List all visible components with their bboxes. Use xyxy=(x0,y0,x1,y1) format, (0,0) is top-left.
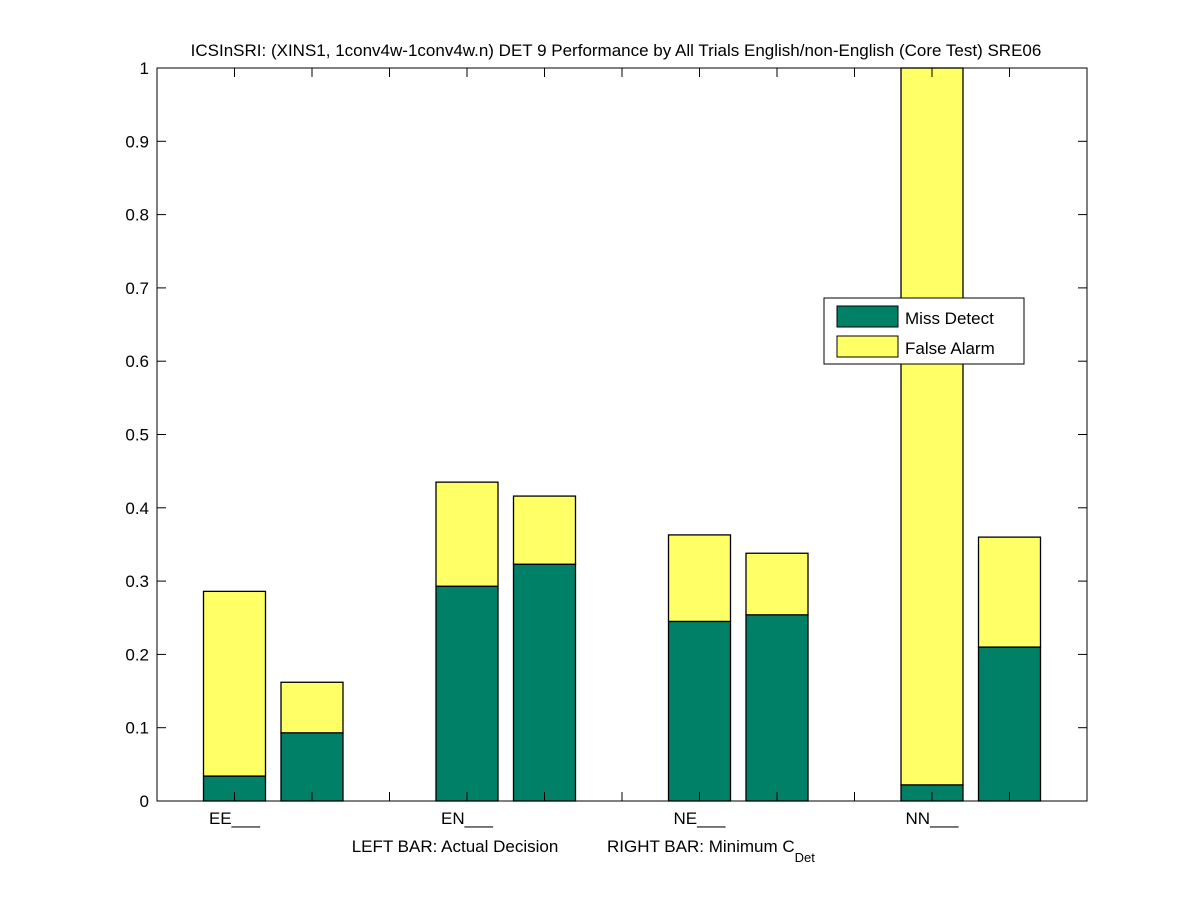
legend: Miss Detect False Alarm xyxy=(823,297,1025,365)
bar-ne-right-false-alarm xyxy=(745,552,809,616)
y-tick-label: 0.3 xyxy=(125,572,149,591)
bar-nn-right-miss-detect xyxy=(977,646,1042,802)
y-tick-label: 0.6 xyxy=(125,352,149,371)
legend-swatch-false-alarm xyxy=(836,335,899,358)
x-axis-label-right-subscript: Det xyxy=(795,850,816,865)
x-tick-label: NN___ xyxy=(906,809,959,828)
x-tick-labels: EE___ EN___ NE___ NN___ xyxy=(209,809,959,828)
y-tick-label: 0.1 xyxy=(125,719,149,738)
bar-en-right-miss-detect xyxy=(512,563,577,802)
axes-layer xyxy=(156,67,1088,802)
bar-ee-right-miss-detect xyxy=(280,732,344,802)
x-axis-label-right-main: RIGHT BAR: Minimum C xyxy=(607,837,795,856)
x-tick-label: EE___ xyxy=(209,809,261,828)
y-tick-label: 0.5 xyxy=(125,426,149,445)
bar-ee-right-false-alarm xyxy=(280,681,344,734)
x-tick-label: EN___ xyxy=(441,809,494,828)
bar-ee-left-false-alarm xyxy=(202,590,267,777)
y-tick-label: 0.9 xyxy=(125,132,149,151)
y-tick-label: 0.7 xyxy=(125,279,149,298)
bar-ne-left-miss-detect xyxy=(667,620,732,802)
legend-label-miss-detect: Miss Detect xyxy=(905,309,994,328)
y-tick-labels: 0 0.1 0.2 0.3 0.4 0.5 0.6 0.7 0.8 0.9 1 xyxy=(125,59,149,811)
chart-title: ICSInSRI: (XINS1, 1conv4w-1conv4w.n) DET… xyxy=(191,41,1042,60)
bars-layer xyxy=(202,67,1042,802)
x-tick-label: NE___ xyxy=(674,809,727,828)
bar-en-left-false-alarm xyxy=(435,481,499,587)
bar-nn-left-false-alarm xyxy=(900,67,964,786)
x-axis-label-right: RIGHT BAR: Minimum CDet xyxy=(607,837,815,865)
y-tick-label: 0 xyxy=(140,792,149,811)
bar-nn-right-false-alarm xyxy=(977,536,1042,648)
bar-en-right-false-alarm xyxy=(512,495,577,565)
legend-swatch-miss-detect xyxy=(836,305,899,328)
legend-label-false-alarm: False Alarm xyxy=(905,339,995,358)
y-tick-label: 0.8 xyxy=(125,206,149,225)
y-tick-label: 0.2 xyxy=(125,645,149,664)
y-tick-label: 0.4 xyxy=(125,499,149,518)
x-axis-label-left: LEFT BAR: Actual Decision xyxy=(352,837,559,856)
bar-ne-left-false-alarm xyxy=(667,534,732,623)
y-tick-label: 1 xyxy=(140,59,149,78)
bar-en-left-miss-detect xyxy=(435,585,499,802)
bar-ne-right-miss-detect xyxy=(745,614,809,802)
